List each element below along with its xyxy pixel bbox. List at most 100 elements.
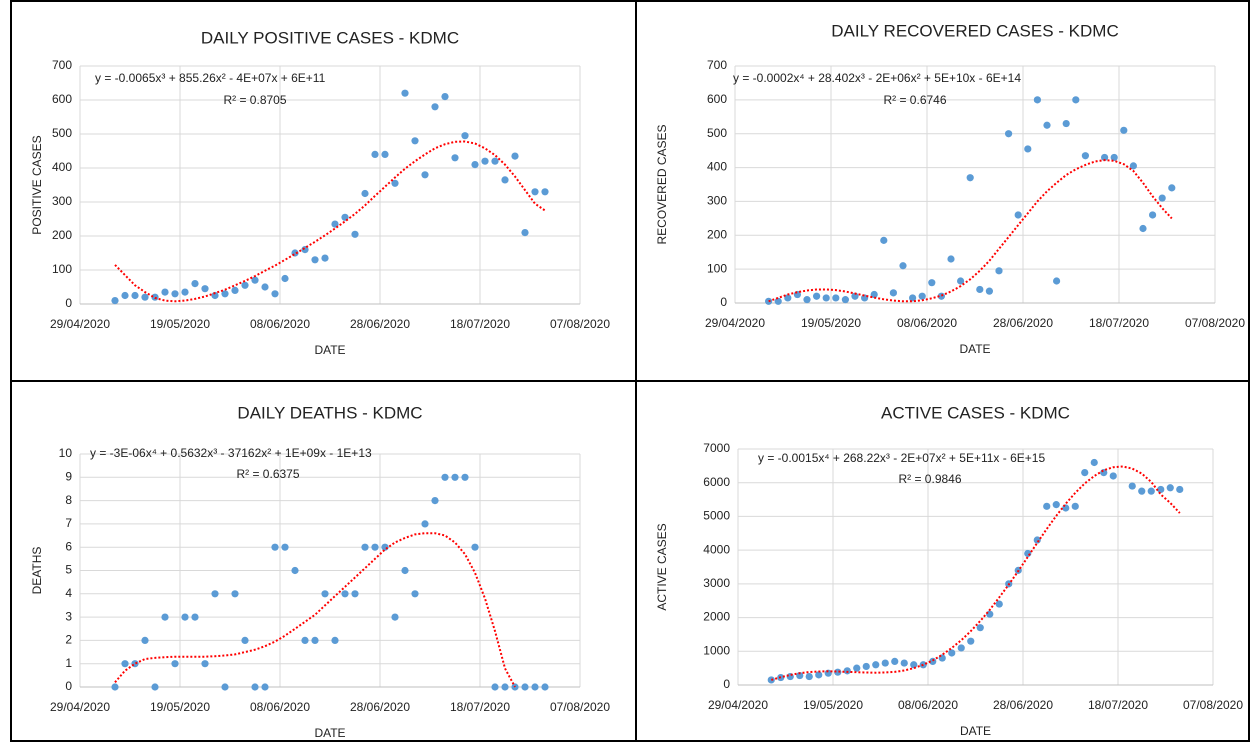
data-point <box>1129 162 1137 170</box>
x-axis-label: DATE <box>959 342 990 356</box>
panel: 0 1 2 3 4 5 6 7 8 9 10 29/04/2020 19/05/2020 08/06/20… <box>10 380 637 742</box>
y-axis-label: DEATHS <box>30 547 44 595</box>
y-tick-label: 0 <box>65 296 72 310</box>
chart-title: DAILY DEATHS - KDMC <box>237 403 422 422</box>
y-tick-label: 0 <box>723 677 730 691</box>
data-point <box>141 636 149 644</box>
data-point <box>301 636 309 644</box>
data-point <box>1072 96 1080 104</box>
data-point <box>899 262 907 270</box>
data-point <box>371 543 379 551</box>
data-point <box>843 667 851 675</box>
data-point <box>351 230 359 238</box>
data-point <box>918 292 926 300</box>
data-point <box>1138 487 1146 495</box>
data-point <box>441 473 449 481</box>
data-point <box>774 297 782 305</box>
data-point <box>201 660 209 668</box>
y-tick-label: 500 <box>707 126 727 140</box>
data-point <box>832 294 840 302</box>
x-tick-label: 18/07/2020 <box>450 700 510 714</box>
data-point <box>431 497 439 505</box>
data-point <box>531 188 539 196</box>
x-tick-label: 18/07/2020 <box>1088 698 1148 712</box>
data-point <box>371 150 379 158</box>
data-point <box>461 473 469 481</box>
data-point <box>929 657 937 665</box>
trendline-equation: y = -3E-06x⁴ + 0.5632x³ - 37162x² + 1E+0… <box>90 446 372 460</box>
x-tick-label: 07/08/2020 <box>1185 316 1245 330</box>
x-tick-label: 07/08/2020 <box>1183 698 1243 712</box>
trendline-equation: y = -0.0065x³ + 855.26x² - 4E+07x + 6E+1… <box>95 71 326 85</box>
chart: 0 100 200 300 400 500 600 700 29/04/2020 19/05/20… <box>655 21 1245 356</box>
data-point <box>1052 501 1060 509</box>
data-point <box>1024 549 1032 558</box>
y-tick-label: 1 <box>65 656 72 670</box>
x-axis-label: DATE <box>314 343 345 357</box>
data-point <box>221 683 229 691</box>
data-point <box>1109 472 1117 480</box>
x-tick-label: 08/06/2020 <box>898 698 958 712</box>
data-point <box>1033 96 1041 104</box>
data-point <box>341 590 349 598</box>
data-point <box>881 659 889 667</box>
y-tick-label: 300 <box>707 194 727 208</box>
y-tick-label: 200 <box>52 228 72 242</box>
data-point <box>784 294 792 302</box>
y-axis-label: POSITIVE CASES <box>30 135 44 234</box>
x-tick-label: 29/04/2020 <box>708 698 768 712</box>
data-point <box>191 280 199 288</box>
data-point <box>1101 153 1109 162</box>
data-point <box>231 286 239 294</box>
data-point <box>321 254 329 262</box>
data-point <box>1081 152 1089 160</box>
data-point <box>531 683 539 691</box>
data-point <box>1043 121 1051 129</box>
data-point <box>471 543 479 551</box>
y-tick-label: 400 <box>52 160 72 174</box>
data-point <box>231 590 239 598</box>
y-tick-label: 300 <box>52 194 72 208</box>
data-point <box>541 188 549 196</box>
trendline-equation: y = -0.0015x⁴ + 268.22x³ - 2E+07x² + 5E+… <box>758 451 1045 465</box>
chart: 0 1000 2000 3000 4000 5000 6000 7000 29/04/2020 1… <box>655 403 1243 738</box>
data-point <box>151 293 159 301</box>
data-point <box>1157 485 1165 494</box>
data-point <box>321 590 329 598</box>
data-point <box>361 189 369 198</box>
data-point <box>471 161 479 169</box>
data-point <box>181 613 189 621</box>
data-point <box>501 176 509 184</box>
data-point <box>331 636 339 644</box>
data-point <box>201 285 209 293</box>
r-squared: R² = 0.9846 <box>898 472 961 486</box>
data-point <box>1147 487 1155 495</box>
data-point <box>401 566 409 575</box>
data-point <box>381 150 389 158</box>
y-tick-label: 500 <box>52 126 72 140</box>
x-tick-label: 19/05/2020 <box>150 317 210 331</box>
data-point <box>1166 484 1174 492</box>
data-point <box>1062 119 1070 128</box>
x-tick-label: 08/06/2020 <box>897 316 957 330</box>
trendline <box>771 465 1181 681</box>
data-point <box>1128 482 1136 490</box>
data-point <box>161 288 169 296</box>
y-tick-label: 600 <box>52 92 72 106</box>
data-point <box>311 636 319 644</box>
chart-title: DAILY RECOVERED CASES - KDMC <box>831 21 1119 40</box>
data-point <box>111 297 119 305</box>
r-squared: R² = 0.6746 <box>883 93 946 107</box>
data-point <box>796 671 804 680</box>
data-point <box>191 613 199 621</box>
data-point <box>966 174 974 182</box>
x-tick-label: 08/06/2020 <box>250 317 310 331</box>
y-tick-label: 7 <box>65 516 72 530</box>
data-point <box>805 672 813 681</box>
data-point <box>411 137 419 145</box>
data-point <box>880 236 888 244</box>
data-point <box>121 291 129 300</box>
data-point <box>481 157 489 165</box>
data-point <box>862 662 870 671</box>
x-tick-label: 07/08/2020 <box>550 317 610 331</box>
